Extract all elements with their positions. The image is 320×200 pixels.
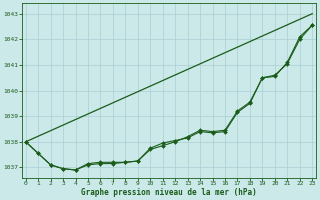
X-axis label: Graphe pression niveau de la mer (hPa): Graphe pression niveau de la mer (hPa) <box>81 188 257 197</box>
